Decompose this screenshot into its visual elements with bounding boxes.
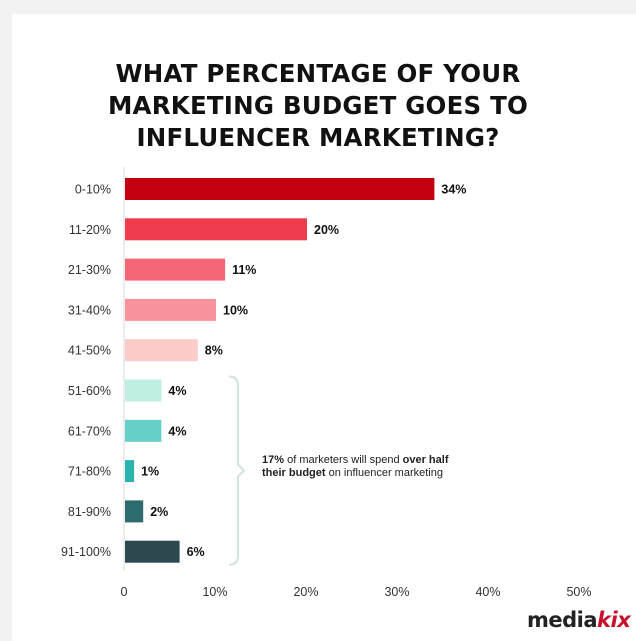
annotation-bold-percent: 17% [262, 454, 285, 466]
x-tick-label: 20% [293, 585, 318, 599]
bar-91-100% [125, 540, 180, 563]
value-label: 34% [441, 183, 466, 197]
bar-71-80% [125, 460, 135, 483]
bar-11-20% [125, 218, 307, 241]
bar-0-10% [125, 178, 435, 200]
chart-title: WHAT PERCENTAGE OF YOUR MARKETING BUDGET… [12, 58, 624, 154]
value-label: 10% [223, 303, 248, 317]
category-label: 41-50% [68, 344, 111, 358]
x-tick-label: 0 [121, 585, 128, 599]
logo-part-2: kix [597, 608, 631, 632]
value-label: 11% [232, 263, 256, 277]
value-label: 2% [150, 505, 168, 519]
title-line-1: WHAT PERCENTAGE OF YOUR [115, 59, 521, 88]
annotation-text: 17% of marketers will spend over half th… [262, 454, 452, 480]
value-label: 6% [187, 545, 205, 559]
category-label: 11-20% [69, 223, 111, 237]
x-tick-label: 30% [384, 585, 409, 599]
bar-81-90% [125, 500, 144, 523]
x-tick-label: 40% [475, 585, 500, 599]
category-label: 61-70% [68, 424, 111, 438]
value-label: 20% [314, 223, 339, 237]
x-tick-label: 50% [566, 585, 591, 599]
bar-51-60% [125, 379, 162, 402]
logo-part-1: media [527, 608, 598, 632]
value-label: 4% [168, 424, 186, 438]
annotation-bracket [228, 375, 246, 566]
category-label: 0-10% [75, 183, 111, 197]
chart-card [12, 14, 636, 641]
value-label: 1% [141, 465, 159, 479]
category-label: 21-30% [68, 263, 111, 277]
annotation-text-1: of marketers will spend [284, 454, 403, 466]
title-line-2: MARKETING BUDGET GOES TO [107, 91, 529, 120]
bar-61-70% [125, 419, 162, 442]
category-label: 81-90% [68, 505, 111, 519]
category-label: 91-100% [61, 545, 111, 559]
mediakix-logo: mediakix [527, 608, 631, 632]
annotation-text-2: on influencer marketing [325, 467, 443, 479]
category-label: 31-40% [68, 303, 111, 317]
category-label: 71-80% [68, 465, 111, 479]
bar-21-30% [125, 258, 226, 281]
bar-41-50% [125, 339, 198, 362]
annotation-bold-phrase: over half their budget [262, 454, 449, 479]
title-line-3: INFLUENCER MARKETING? [136, 123, 500, 152]
x-tick-label: 10% [202, 585, 227, 599]
category-label: 51-60% [68, 384, 111, 398]
value-label: 4% [168, 384, 186, 398]
bar-31-40% [125, 298, 216, 321]
value-label: 8% [205, 344, 223, 358]
